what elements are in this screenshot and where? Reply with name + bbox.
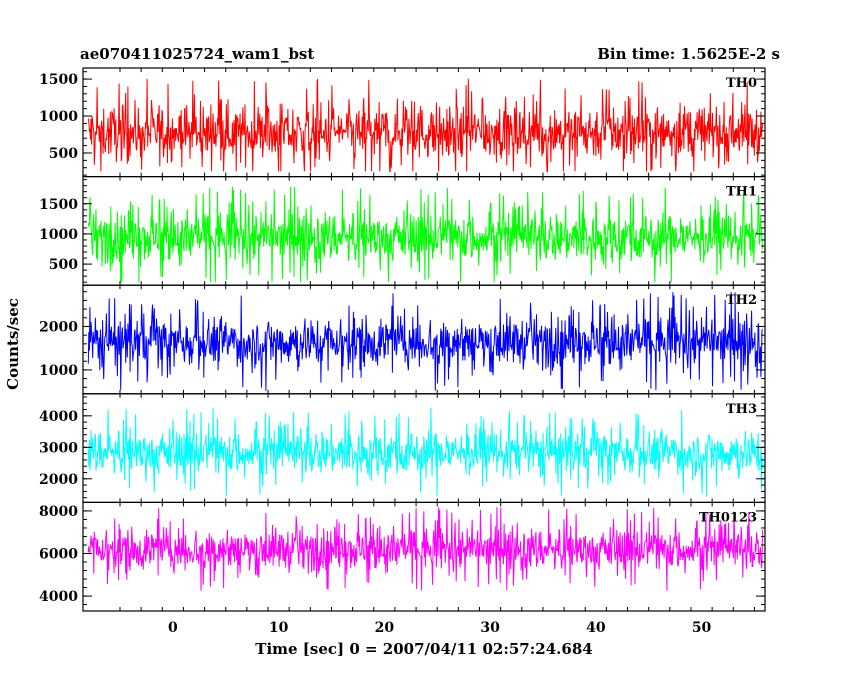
- y-axis-label: Counts/sec: [4, 298, 22, 390]
- x-tick-label: 50: [692, 620, 712, 636]
- panel-label: TH2: [726, 293, 757, 308]
- series-line-th1: [87, 186, 764, 283]
- series-line-th2: [87, 291, 763, 391]
- panel-label: TH0123: [699, 510, 757, 525]
- y-tick-label: 6000: [39, 547, 78, 563]
- y-tick-label: 8000: [39, 504, 78, 520]
- x-axis-label: Time [sec] 0 = 2007/04/11 02:57:24.684: [255, 640, 592, 658]
- y-tick-label: 1000: [39, 363, 78, 379]
- panel-th3: 2000 3000 4000 TH3: [39, 393, 766, 503]
- panel-th2: 1000 2000 TH2: [39, 284, 766, 395]
- y-tick-label: 2000: [39, 472, 78, 488]
- panel-th1: 500 1000 1500 TH1: [39, 176, 766, 286]
- panel-frame: [82, 501, 766, 612]
- panel-th0123: 4000 6000 8000 TH0123: [39, 501, 766, 612]
- series-line-th0123: [87, 507, 764, 591]
- x-tick-label: 20: [375, 620, 395, 636]
- x-tick-label: 30: [480, 620, 500, 636]
- y-tick-label: 1500: [39, 197, 78, 213]
- panel-label: TH3: [726, 402, 757, 417]
- y-tick-label: 1500: [39, 72, 78, 88]
- y-tick-label: 500: [49, 146, 78, 162]
- y-tick-label: 4000: [39, 589, 78, 605]
- panel-label: TH0: [726, 76, 757, 91]
- x-tick-label: 0: [168, 620, 178, 636]
- y-tick-label: 500: [49, 257, 78, 273]
- y-tick-label: 1000: [39, 227, 78, 243]
- series-line-th0: [87, 78, 764, 172]
- y-tick-label: 2000: [39, 319, 78, 335]
- x-tick-label: 40: [586, 620, 606, 636]
- chart-title: ae070411025724_wam1_bst: [80, 45, 314, 63]
- y-tick-label: 1000: [39, 109, 78, 125]
- panel-label: TH1: [726, 185, 757, 200]
- bin-time-label: Bin time: 1.5625E-2 s: [597, 45, 780, 63]
- panel-th0: 500 1000 1500 TH0: [39, 67, 766, 178]
- y-tick-label: 4000: [39, 409, 78, 425]
- series-line-th3: [87, 407, 764, 497]
- y-tick-label: 3000: [39, 440, 78, 456]
- x-tick-label: 10: [269, 620, 289, 636]
